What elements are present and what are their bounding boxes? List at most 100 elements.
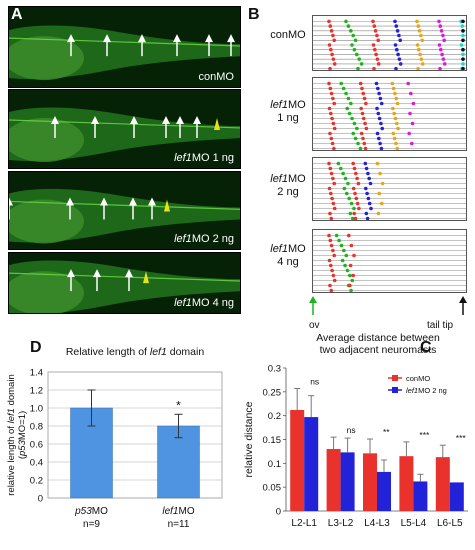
neuromast-dot [364, 211, 369, 216]
fish-drawing [9, 25, 240, 81]
neuromast-dot [329, 136, 334, 141]
neuromast-dot [371, 19, 375, 24]
bar [304, 417, 319, 511]
neuromast-dot [377, 191, 381, 196]
fish-drawing [9, 107, 240, 162]
neuromast-dot [359, 62, 364, 66]
y-tick-label: 0.05 [263, 483, 282, 494]
neuromast-dot [461, 47, 465, 52]
neuromast-dot [347, 111, 352, 116]
neuromast-dot [350, 216, 355, 220]
diagram-svg [313, 19, 466, 70]
neuromast-dot [363, 121, 367, 126]
neuromast-dot [342, 248, 346, 253]
neuromast-dot [379, 101, 384, 106]
neuromast-dot [376, 111, 381, 116]
white-arrow [100, 197, 108, 220]
lateral-line [9, 200, 240, 210]
neuromast-dot [352, 253, 356, 258]
neuromast-dot [366, 171, 370, 176]
x-category-label: lef1MO [162, 506, 194, 517]
neuromast-dot [332, 181, 336, 186]
significance-mark: * [176, 398, 181, 412]
yellow-arrowhead [164, 199, 170, 212]
neuromast-dot [328, 283, 332, 288]
neuromast-dot [359, 106, 363, 111]
bar [290, 409, 305, 511]
neuromast-dot [410, 141, 414, 146]
neuromast-dot [461, 38, 465, 43]
neuromast-dot [328, 238, 333, 243]
n-label: n=11 [168, 519, 190, 530]
neuromast-dot [350, 116, 354, 121]
neuromast-dot [327, 43, 332, 47]
white-arrow [67, 269, 75, 292]
neuromast-dot [351, 161, 355, 166]
neuromast-dot [351, 33, 355, 38]
neuromast-dot [395, 29, 400, 33]
neuromast-dot [417, 29, 422, 33]
neuromast-dot [341, 171, 345, 176]
neuromast-dot [395, 146, 400, 150]
neuromast-dot [353, 216, 358, 220]
neuromast-dot [349, 288, 353, 292]
neuromast-dot [394, 141, 398, 146]
legend-swatch [392, 387, 398, 393]
neuromast-dot [408, 111, 412, 116]
neuromast-dot [332, 126, 337, 131]
neuromast-diagram [312, 229, 467, 293]
neuromast-dot [379, 146, 384, 150]
neuromast-dot [367, 176, 371, 181]
neuromast-dot [365, 216, 370, 220]
neuromast-dot [377, 136, 381, 141]
neuromast-dot [343, 176, 348, 181]
bar [363, 453, 377, 511]
neuromast-dot [348, 263, 353, 268]
neuromast-dot [329, 263, 333, 268]
neuromast-dot [351, 186, 356, 191]
neuromast-dot [406, 81, 410, 86]
neuromast-dot [461, 19, 465, 24]
panel-b-markers [309, 296, 467, 315]
neuromast-dot [354, 171, 358, 176]
x-category-label: L2-L1 [291, 518, 317, 529]
significance-mark: *** [419, 430, 430, 440]
lateral-line [9, 272, 240, 282]
white-arrow [130, 116, 138, 138]
neuromast-dot [344, 253, 349, 258]
tail-tip-arrow [459, 296, 467, 315]
y-tick-label: 0 [38, 494, 43, 505]
neuromast-dot [362, 141, 367, 146]
neuromast-dot [361, 136, 365, 141]
fish-label: lef1MO 2 ng [174, 233, 234, 245]
neuromast-dot [366, 196, 371, 201]
neuromast-dot [348, 211, 353, 216]
bar [399, 456, 414, 511]
white-arrow [91, 116, 99, 138]
neuromast-dot [378, 96, 383, 101]
neuromast-dot [341, 86, 346, 91]
neuromast-dot [354, 196, 359, 201]
legend-label: lef1MO 2 ng [406, 386, 447, 395]
group-label: lef1MO 4 ng [270, 243, 306, 268]
group-label: conMO [270, 29, 306, 41]
neuromast-dot [330, 141, 335, 146]
neuromast-dot [352, 206, 356, 211]
neuromast-dot [353, 38, 358, 43]
neuromast-dot [373, 47, 377, 52]
legend-swatch [392, 375, 398, 381]
white-arrow [93, 269, 101, 292]
neuromast-dot [327, 258, 332, 263]
neuromast-dot [393, 43, 398, 47]
neuromast-dot [395, 47, 399, 52]
neuromast-dot [375, 33, 379, 38]
panel-d-chart: Relative length of lef1 domain 0 0.2 0.4 0.6… [6, 346, 223, 530]
neuromast-dot [328, 131, 332, 136]
neuromast-diagram [312, 77, 467, 151]
neuromast-dot [348, 283, 352, 288]
legend-label: conMO [406, 374, 430, 383]
neuromast-dot [347, 233, 351, 238]
neuromast-dot [364, 186, 368, 191]
neuromast-dot [327, 161, 331, 166]
white-arrow [138, 34, 146, 57]
